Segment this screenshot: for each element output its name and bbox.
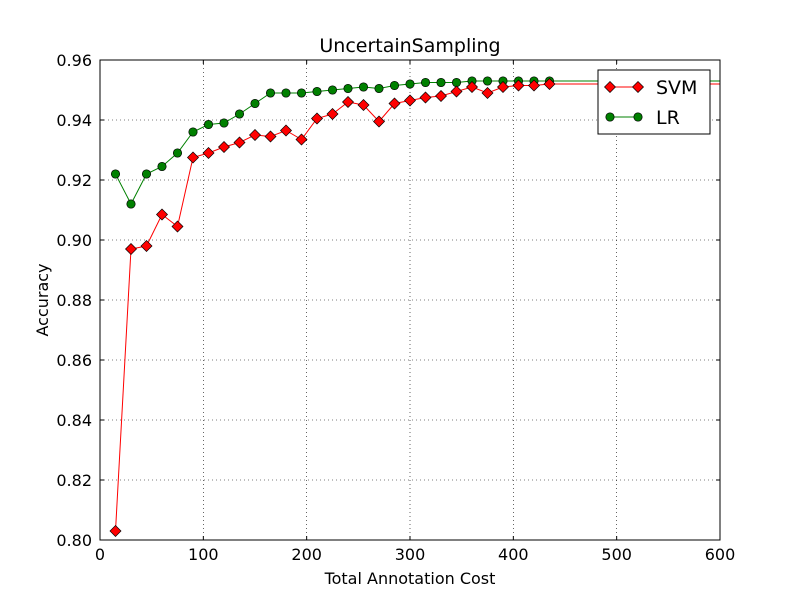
data-point-lr: [172, 148, 183, 158]
data-point-svm: [512, 79, 525, 92]
y-tick-label: 0.96: [56, 51, 92, 70]
data-point-svm: [481, 87, 494, 99]
data-point-svm: [404, 94, 416, 107]
legend-label-lr: LR: [656, 107, 680, 129]
data-point-svm: [187, 151, 199, 164]
y-tick-label: 0.92: [56, 171, 92, 190]
y-tick-label: 0.90: [56, 231, 92, 250]
y-tick-label: 0.88: [56, 291, 92, 310]
legend-marker-lr: [605, 112, 615, 122]
data-point-svm: [326, 108, 339, 120]
data-point-svm: [311, 112, 323, 125]
data-point-svm: [528, 79, 540, 92]
x-tick-label: 400: [498, 545, 529, 564]
series-svm: [109, 78, 720, 537]
legend-marker-svm: [604, 81, 616, 93]
y-axis-title: Accuracy: [33, 263, 52, 336]
data-point-svm: [435, 90, 447, 102]
legend: SVM LR: [597, 69, 711, 135]
data-point-lr: [405, 79, 415, 89]
y-tick-label: 0.94: [56, 111, 92, 130]
data-point-lr: [389, 80, 400, 91]
data-point-lr: [312, 86, 322, 97]
data-point-lr: [110, 169, 121, 179]
x-tick-label: 600: [705, 545, 736, 564]
y-tick-label: 0.82: [56, 471, 92, 490]
data-point-svm: [543, 78, 556, 90]
data-point-svm: [295, 133, 308, 146]
data-point-lr: [265, 88, 276, 98]
data-point-lr: [219, 118, 229, 128]
data-point-svm: [264, 130, 277, 143]
data-point-lr: [451, 77, 462, 88]
data-point-lr: [327, 85, 338, 95]
ticks: 0 100 200 300 400 500 600 0.80 0.82 0.84 0.86 0.88 0…: [56, 51, 735, 564]
data-point-svm: [373, 115, 385, 128]
data-point-svm: [466, 81, 478, 93]
data-point-svm: [357, 99, 370, 111]
data-point-lr: [420, 77, 431, 88]
data-point-svm: [125, 243, 137, 255]
data-point-lr: [203, 119, 214, 130]
x-tick-label: 200: [291, 545, 322, 564]
legend-marker-svm: [632, 81, 644, 93]
y-tick-label: 0.80: [56, 531, 92, 550]
data-point-svm: [497, 81, 509, 93]
x-axis-title: Total Annotation Cost: [324, 569, 496, 588]
x-tick-label: 300: [395, 545, 426, 564]
series-lr: [110, 76, 720, 209]
data-point-lr: [126, 199, 136, 209]
data-point-svm: [218, 141, 230, 153]
data-point-lr: [358, 82, 369, 92]
data-point-lr: [157, 161, 167, 172]
data-point-svm: [156, 208, 168, 221]
x-tick-label: 100: [188, 545, 219, 564]
data-point-svm: [342, 96, 354, 108]
data-point-svm: [419, 91, 432, 104]
chart-title: UncertainSampling: [319, 35, 500, 57]
data-point-svm: [233, 136, 246, 149]
data-point-lr: [188, 127, 198, 137]
data-point-lr: [343, 83, 353, 94]
data-point-svm: [202, 147, 215, 159]
legend-label-svm: SVM: [656, 77, 697, 99]
data-point-svm: [249, 129, 261, 141]
data-point-svm: [171, 220, 184, 233]
data-point-lr: [141, 169, 152, 179]
x-tick-label: 500: [601, 545, 632, 564]
data-point-svm: [280, 124, 292, 137]
y-tick-label: 0.84: [56, 411, 92, 430]
x-tick-label: 0: [95, 545, 105, 564]
legend-marker-lr: [633, 112, 643, 122]
data-point-lr: [482, 76, 493, 86]
data-point-lr: [436, 77, 446, 88]
data-point-svm: [450, 85, 463, 98]
data-point-svm: [140, 240, 153, 252]
data-point-lr: [296, 88, 307, 98]
series-layer: [109, 76, 720, 537]
data-point-lr: [281, 88, 291, 98]
data-point-svm: [109, 525, 122, 537]
data-point-lr: [374, 83, 384, 94]
data-point-lr: [250, 98, 260, 109]
legend-box: [597, 69, 711, 135]
y-tick-label: 0.86: [56, 351, 92, 370]
data-point-svm: [388, 97, 401, 110]
data-point-lr: [234, 109, 245, 119]
